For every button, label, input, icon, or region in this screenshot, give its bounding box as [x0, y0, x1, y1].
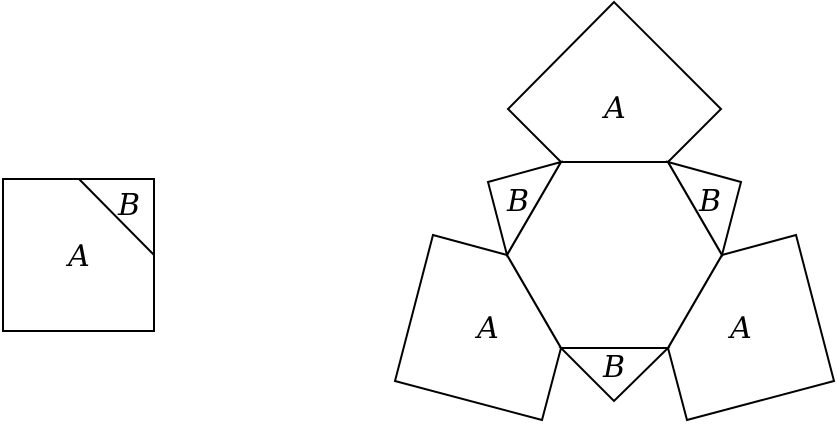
bottom-triangle — [558, 347, 671, 403]
lower-left-quad-piece — [393, 233, 563, 422]
central-hexagon — [505, 161, 724, 349]
right-hexagon-figure: A A A B B B — [393, 0, 836, 422]
upper-right-label-b: B — [698, 184, 721, 219]
left-square-outline — [2, 178, 155, 332]
lower-right-label-a: A — [727, 311, 752, 346]
upper-left-label-b: B — [506, 184, 529, 219]
bottom-label-b: B — [602, 350, 625, 385]
left-square-figure: A B — [2, 178, 155, 332]
left-square-diagonal-cut — [78, 178, 155, 256]
top-label-a: A — [601, 91, 626, 126]
lower-left-label-a: A — [474, 311, 499, 346]
left-label-a: A — [65, 239, 90, 274]
top-pentagon-piece — [506, 0, 723, 163]
left-label-b: B — [117, 188, 140, 223]
lower-right-quad-piece — [666, 233, 836, 422]
upper-right-triangle — [665, 160, 743, 258]
upper-left-triangle — [486, 160, 564, 258]
